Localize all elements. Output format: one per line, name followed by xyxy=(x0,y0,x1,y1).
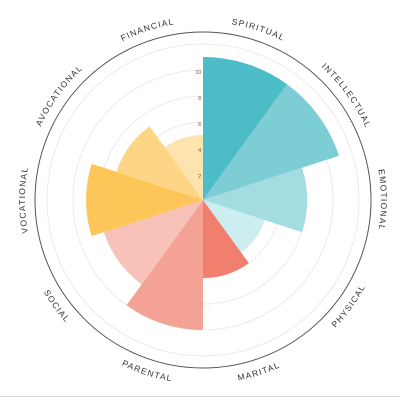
wedge-social xyxy=(104,200,203,285)
category-label-intellectual: INTELLECTUAL xyxy=(320,61,374,130)
category-label-vocational: VOCATIONAL xyxy=(17,166,30,235)
radial-tick-label: 10 xyxy=(195,70,201,76)
category-label-social: SOCIAL xyxy=(42,288,72,324)
bottom-divider xyxy=(0,396,400,397)
radial-tick-label: 2 xyxy=(198,174,201,180)
wedge-avocational xyxy=(116,126,203,200)
grid-circle xyxy=(46,43,360,357)
category-label-emotional: EMOTIONAL xyxy=(376,168,389,231)
wedge-financial xyxy=(164,135,203,200)
category-label-parental: PARENTAL xyxy=(121,358,174,384)
category-label-avocational: AVOCATIONAL xyxy=(34,63,85,128)
wedge-vocational xyxy=(86,163,203,237)
outer-ring xyxy=(34,31,372,369)
radial-tick-label: 8 xyxy=(198,96,201,102)
wedge-marital xyxy=(203,200,249,278)
chart-wedges xyxy=(86,57,340,330)
category-label-spiritual: SPIRITUAL xyxy=(231,16,287,43)
wedge-intellectual xyxy=(203,84,340,200)
wedge-spiritual xyxy=(203,57,288,200)
radial-tick-labels: 10 8 6 4 2 xyxy=(195,70,201,180)
category-label-physical: PHYSICAL xyxy=(329,282,367,329)
radial-tick-label: 6 xyxy=(198,122,201,128)
wedge-physical xyxy=(203,200,265,253)
wedge-emotional xyxy=(203,167,307,233)
wedge-parental xyxy=(126,200,203,330)
category-label-financial: FINANCIAL xyxy=(119,16,175,43)
radial-tick-label: 4 xyxy=(198,148,201,154)
